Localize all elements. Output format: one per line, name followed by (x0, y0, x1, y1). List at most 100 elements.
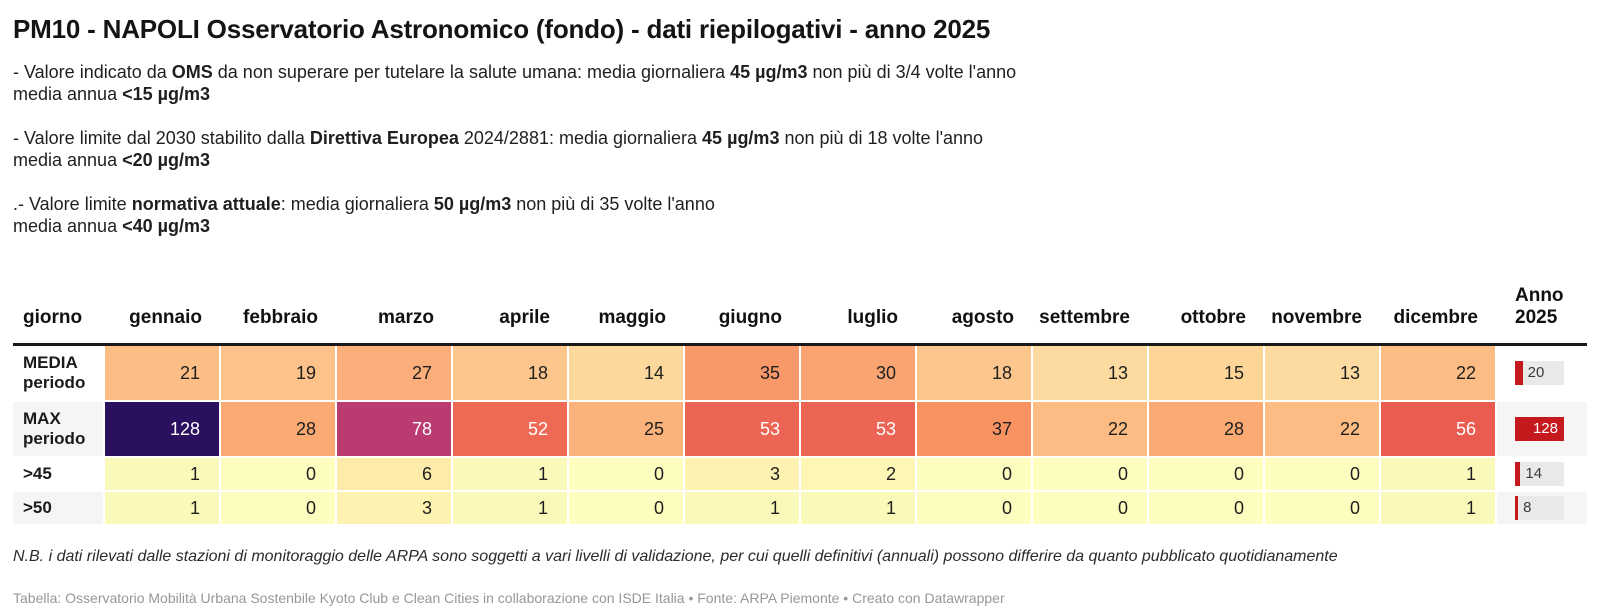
heatmap-cell: 78 (337, 402, 453, 458)
annual-bar-cell: 8 (1497, 492, 1587, 526)
column-header-novembre: novembre (1265, 285, 1381, 346)
annual-bar-track: 128 (1515, 417, 1564, 441)
annual-bar-value: 20 (1527, 364, 1545, 381)
heatmap-cell: 22 (1033, 402, 1149, 458)
row-label: >45 (13, 458, 105, 492)
heatmap-cell: 13 (1265, 346, 1381, 402)
heatmap-cell: 0 (1149, 458, 1265, 492)
heatmap-cell: 0 (569, 458, 685, 492)
description-block: - Valore indicato da OMS da non superare… (13, 61, 1587, 105)
row-label: >50 (13, 492, 105, 526)
column-header-maggio: maggio (569, 285, 685, 346)
annual-bar (1515, 361, 1523, 385)
heatmap-cell: 1 (105, 458, 221, 492)
column-header-settembre: settembre (1033, 285, 1149, 346)
page-title: PM10 - NAPOLI Osservatorio Astronomico (… (13, 14, 991, 44)
heatmap-cell: 14 (569, 346, 685, 402)
heatmap-cell: 19 (221, 346, 337, 402)
table-row: >50 1 0 3 1 0 1 1 0 0 0 0 1 8 (13, 492, 1587, 526)
description-line: - Valore limite dal 2030 stabilito dalla… (13, 128, 984, 148)
heatmap-cell: 1 (1381, 458, 1497, 492)
annual-bar-track: 20 (1515, 361, 1564, 385)
pm10-summary-table: giorno gennaio febbraio marzo aprile maggio gi… (13, 285, 1587, 526)
heatmap-cell: 53 (685, 402, 801, 458)
column-header-dicembre: dicembre (1381, 285, 1497, 346)
table-row: >45 1 0 6 1 0 3 2 0 0 0 0 1 14 (13, 458, 1587, 492)
heatmap-cell: 56 (1381, 402, 1497, 458)
heatmap-cell: 3 (685, 458, 801, 492)
row-label: MEDIA periodo (13, 346, 105, 402)
heatmap-cell: 53 (801, 402, 917, 458)
heatmap-cell: 13 (1033, 346, 1149, 402)
column-header-anno-2025: Anno 2025 (1497, 285, 1587, 346)
heatmap-cell: 35 (685, 346, 801, 402)
column-header-gennaio: gennaio (105, 285, 221, 346)
heatmap-cell: 18 (917, 346, 1033, 402)
heatmap-cell: 0 (917, 492, 1033, 526)
annual-bar-value: 8 (1523, 499, 1532, 516)
column-header-aprile: aprile (453, 285, 569, 346)
heatmap-cell: 1 (453, 458, 569, 492)
description: - Valore indicato da OMS da non superare… (13, 61, 1587, 237)
description-line: .- Valore limite normativa attuale: medi… (13, 194, 715, 214)
heatmap-cell: 22 (1265, 402, 1381, 458)
annual-bar-track: 14 (1515, 462, 1564, 486)
column-header-ottobre: ottobre (1149, 285, 1265, 346)
description-line: media annua <20 µg/m3 (13, 150, 211, 170)
column-header-agosto: agosto (917, 285, 1033, 346)
heatmap-cell: 0 (1033, 492, 1149, 526)
heatmap-cell: 6 (337, 458, 453, 492)
heatmap-cell: 30 (801, 346, 917, 402)
heatmap-cell: 1 (801, 492, 917, 526)
heatmap-cell: 0 (1265, 458, 1381, 492)
annual-bar-cell: 20 (1497, 346, 1587, 402)
description-line: media annua <15 µg/m3 (13, 84, 211, 104)
annual-bar-cell: 14 (1497, 458, 1587, 492)
table-row: MAX periodo 128 28 78 52 25 53 53 37 22 28 22 56 128 (13, 402, 1587, 458)
table-header-row: giorno gennaio febbraio marzo aprile maggio gi… (13, 285, 1587, 346)
heatmap-cell: 0 (221, 458, 337, 492)
column-header-febbraio: febbraio (221, 285, 337, 346)
heatmap-cell: 37 (917, 402, 1033, 458)
heatmap-cell: 1 (1381, 492, 1497, 526)
heatmap-cell: 128 (105, 402, 221, 458)
heatmap-cell: 18 (453, 346, 569, 402)
annual-bar-track: 8 (1515, 496, 1564, 520)
row-label: MAX periodo (13, 402, 105, 458)
heatmap-cell: 28 (221, 402, 337, 458)
heatmap-cell: 52 (453, 402, 569, 458)
annual-bar (1515, 462, 1521, 486)
column-header-luglio: luglio (801, 285, 917, 346)
column-header-giorno: giorno (13, 285, 105, 346)
heatmap-cell: 1 (453, 492, 569, 526)
heatmap-cell: 0 (1033, 458, 1149, 492)
heatmap-cell: 22 (1381, 346, 1497, 402)
heatmap-cell: 0 (1149, 492, 1265, 526)
credits: Tabella: Osservatorio Mobilità Urbana So… (13, 590, 1005, 606)
description-line: media annua <40 µg/m3 (13, 216, 211, 236)
heatmap-cell: 1 (105, 492, 221, 526)
annual-bar-value: 128 (1532, 420, 1558, 437)
annual-bar-cell: 128 (1497, 402, 1587, 458)
heatmap-cell: 21 (105, 346, 221, 402)
heatmap-cell: 28 (1149, 402, 1265, 458)
heatmap-cell: 15 (1149, 346, 1265, 402)
column-header-marzo: marzo (337, 285, 453, 346)
heatmap-cell: 25 (569, 402, 685, 458)
heatmap-cell: 1 (685, 492, 801, 526)
table-row: MEDIA periodo 21 19 27 18 14 35 30 18 13 15 13 22 20 (13, 346, 1587, 402)
annual-bar (1515, 417, 1564, 441)
description-block: .- Valore limite normativa attuale: medi… (13, 193, 1587, 237)
heatmap-cell: 0 (917, 458, 1033, 492)
footnote: N.B. i dati rilevati dalle stazioni di m… (13, 548, 1338, 565)
heatmap-cell: 0 (221, 492, 337, 526)
heatmap-cell: 27 (337, 346, 453, 402)
heatmap-cell: 0 (1265, 492, 1381, 526)
annual-bar (1515, 496, 1519, 520)
annual-bar-value: 14 (1525, 465, 1543, 482)
heatmap-cell: 0 (569, 492, 685, 526)
heatmap-cell: 3 (337, 492, 453, 526)
description-line: - Valore indicato da OMS da non superare… (13, 62, 1017, 82)
heatmap-cell: 2 (801, 458, 917, 492)
